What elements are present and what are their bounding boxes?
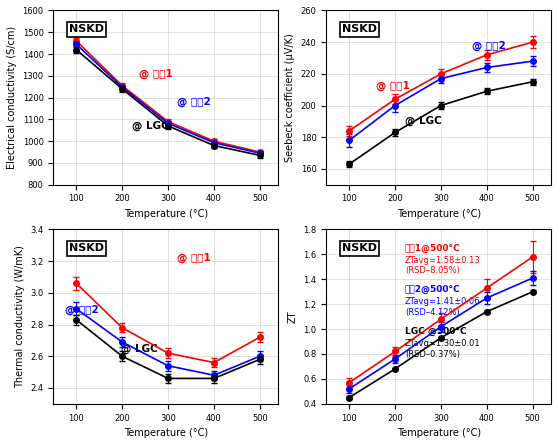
Text: NSKD: NSKD bbox=[342, 243, 377, 253]
X-axis label: Temperature (°C): Temperature (°C) bbox=[397, 209, 480, 219]
X-axis label: Temperature (°C): Temperature (°C) bbox=[397, 428, 480, 438]
Text: @ 외부2: @ 외부2 bbox=[177, 97, 211, 107]
Text: LGC @500°C: LGC @500°C bbox=[405, 327, 466, 336]
Text: @ LGC: @ LGC bbox=[121, 344, 157, 354]
Text: @ 외부1: @ 외부1 bbox=[376, 81, 410, 91]
Y-axis label: ZT: ZT bbox=[288, 310, 298, 323]
X-axis label: Temperature (°C): Temperature (°C) bbox=[124, 428, 208, 438]
Y-axis label: Thermal conductivity (W/mK): Thermal conductivity (W/mK) bbox=[15, 245, 25, 388]
Text: ZTavg=1.41±0.06: ZTavg=1.41±0.06 bbox=[405, 297, 480, 307]
Text: @ LGC: @ LGC bbox=[405, 116, 442, 126]
Text: ZTavg=1.30±0.01: ZTavg=1.30±0.01 bbox=[405, 339, 480, 348]
Text: 외부2@500°C: 외부2@500°C bbox=[405, 285, 460, 295]
Text: NSKD: NSKD bbox=[69, 243, 104, 253]
Text: @ 외부2: @ 외부2 bbox=[473, 41, 506, 51]
Text: (RSD–0.37%): (RSD–0.37%) bbox=[405, 350, 460, 359]
Text: NSKD: NSKD bbox=[69, 24, 104, 34]
Text: 외부1@500°C: 외부1@500°C bbox=[405, 243, 460, 253]
Text: (RSD–4.12%): (RSD–4.12%) bbox=[405, 308, 460, 317]
Text: @ 외부2: @ 외부2 bbox=[65, 305, 98, 316]
Text: ZTavg=1.58±0.13: ZTavg=1.58±0.13 bbox=[405, 255, 480, 265]
Text: @ 외부1: @ 외부1 bbox=[139, 69, 172, 79]
X-axis label: Temperature (°C): Temperature (°C) bbox=[124, 209, 208, 219]
Text: @ LGC: @ LGC bbox=[132, 121, 169, 131]
Text: @ 외부1: @ 외부1 bbox=[177, 253, 211, 263]
Y-axis label: Electrical conductivity (S/cm): Electrical conductivity (S/cm) bbox=[7, 26, 17, 169]
Y-axis label: Seebeck coefficient (μV/K): Seebeck coefficient (μV/K) bbox=[285, 33, 295, 162]
Text: NSKD: NSKD bbox=[342, 24, 377, 34]
Text: (RSD–8.05%): (RSD–8.05%) bbox=[405, 266, 460, 275]
